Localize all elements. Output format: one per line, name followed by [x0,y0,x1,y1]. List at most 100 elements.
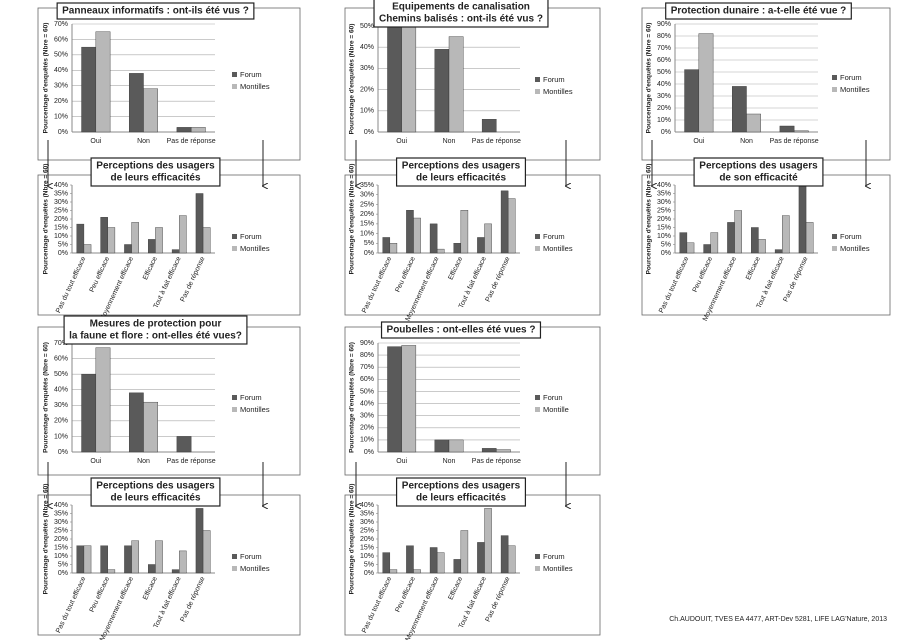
y-tick-label: 10% [54,433,68,440]
y-axis-label: Pourcentage d'enquêtés (Nbre = 60) [349,164,356,275]
legend-label: Forum [840,232,862,241]
y-axis-label: Pourcentage d'enquêtés (Nbre = 60) [43,23,50,134]
legend-swatch [832,87,837,92]
chart-title: de leurs efficacités [416,493,506,504]
bar [389,569,398,574]
bar [686,242,695,254]
legend-swatch [832,234,837,239]
legend-label: Forum [240,232,262,241]
chart-title: la faune et flore : ont-elles été vues? [69,331,242,342]
chart-title: Perceptions des usagers [402,161,521,172]
x-tick-label: Oui [693,138,704,145]
y-tick-label: 50% [360,23,374,30]
y-tick-label: 30% [657,199,671,206]
y-tick-label: 50% [360,388,374,395]
y-tick-label: 50% [54,52,68,59]
chart-title: Perceptions des usagers [96,481,215,492]
y-tick-label: 10% [657,233,671,240]
bar [107,569,116,574]
chart: 0% 10% 20% 30% 40% 50% 60% 70% Pourcentage d'enq… [43,2,270,145]
y-tick-label: 40% [54,182,68,189]
bar [124,545,132,574]
bar [176,127,192,133]
legend-label: Montilles [240,244,270,253]
y-axis-label: Pourcentage d'enquêtés (Nbre = 60) [349,484,356,595]
y-tick-label: 15% [54,544,68,551]
y-tick-label: 20% [54,216,68,223]
legend-swatch [535,77,540,82]
legend-label: Montilles [240,564,270,573]
y-tick-label: 0% [661,250,671,257]
legend-label: Forum [543,232,565,241]
y-tick-label: 0% [364,570,374,577]
bar [389,243,398,254]
bar [429,223,438,254]
bar [477,542,485,574]
bar [202,227,211,254]
legend-swatch [535,407,540,412]
x-tick-label: Non [740,138,753,145]
x-tick-label: Oui [90,138,101,145]
y-tick-label: 30% [54,199,68,206]
y-tick-label: 40% [657,81,671,88]
legend-label: Montilles [543,564,573,573]
bar [131,540,139,574]
legend-swatch [232,234,237,239]
bar [727,222,735,254]
bar [751,227,759,254]
y-tick-label: 30% [657,93,671,100]
y-axis-label: Pourcentage d'enquêtés (Nbre = 60) [43,484,50,595]
bar [477,237,485,254]
y-tick-label: 35% [657,190,671,197]
legend-swatch [232,84,237,89]
title-frame [665,2,852,20]
bar [124,244,132,254]
bar [434,439,450,453]
bar [128,392,144,453]
y-tick-label: 60% [657,57,671,64]
bar [95,31,111,133]
bar [798,184,807,254]
bar [484,223,492,254]
y-tick-label: 35% [360,182,374,189]
title-frame [90,157,221,187]
bar [100,217,108,254]
y-tick-label: 10% [54,553,68,560]
y-tick-label: 50% [54,371,68,378]
chart-frame [37,494,301,636]
y-tick-label: 40% [360,400,374,407]
y-tick-label: 40% [54,502,68,509]
y-tick-label: 10% [360,553,374,560]
bar [95,347,111,453]
x-tick-label: Pas de réponse [167,138,216,145]
legend-label: Montilles [240,82,270,91]
bar [382,552,391,574]
legend-swatch [832,246,837,251]
bar [190,127,206,133]
legend-swatch [535,246,540,251]
legend-swatch [232,407,237,412]
legend-swatch [832,75,837,80]
chart-title: Perceptions des usagers [96,161,215,172]
y-tick-label: 0% [58,129,68,136]
y-tick-label: 40% [657,182,671,189]
credit: Ch.AUDOUIT, TVES EA 4477, ART-Dev 5281, … [669,616,887,623]
bar [710,232,719,254]
chart-title: de leurs efficacités [110,173,200,184]
bar [202,530,211,574]
legend-swatch [535,395,540,400]
x-tick-label: Oui [90,458,101,465]
bar [81,46,97,133]
legend-swatch [535,234,540,239]
y-tick-label: 30% [360,519,374,526]
bar [448,36,464,133]
y-axis-label: Pourcentage d'enquêtés (Nbre = 60) [349,342,356,453]
bar [76,545,85,574]
bar [684,69,700,133]
chart-title: Protection dunaire : a-t-elle été vue ? [671,6,847,17]
y-tick-label: 80% [657,33,671,40]
bar [171,249,180,254]
